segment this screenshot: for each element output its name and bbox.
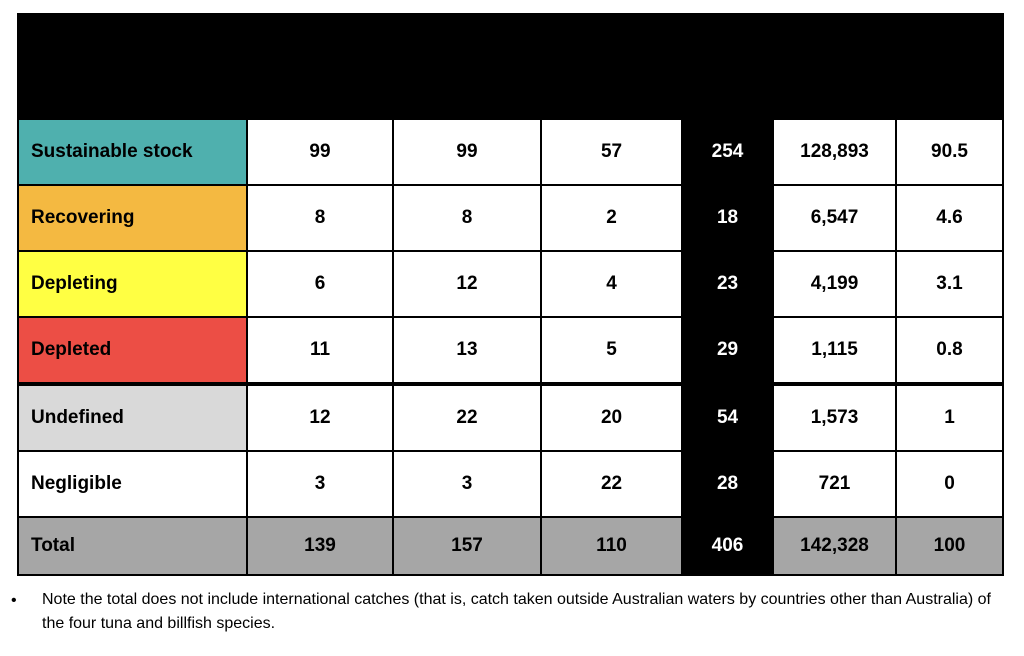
- header-biological-line2: stock: [295, 89, 345, 110]
- row-label-depleted: Depleted: [17, 316, 248, 385]
- cell-jurisdiction: 2: [539, 184, 684, 252]
- cell-jurisdiction: 110: [539, 516, 684, 576]
- cell-total: 54: [681, 382, 775, 452]
- cell-total: 18: [681, 184, 775, 252]
- cell-biological: 6: [246, 250, 394, 318]
- header-catch-unit: ('000 t): [772, 58, 898, 120]
- cell-management: 22: [392, 382, 542, 452]
- header-management-unit: Management unit: [392, 58, 542, 120]
- cell-total: 23: [681, 250, 775, 318]
- cell-management: 12: [392, 250, 542, 318]
- row-label-depleting: Depleting: [17, 250, 248, 318]
- header-total: Total: [681, 13, 775, 60]
- cell-pct: 3.1: [895, 250, 1005, 318]
- table-row: Depleted 11 13 5 29 1,115 0.8: [17, 316, 1005, 385]
- cell-total: 254: [681, 118, 775, 186]
- cell-pct: 100: [895, 516, 1005, 576]
- stock-status-table: Stock Number of stocks Total Catch % of …: [17, 13, 1005, 576]
- row-label-undefined: Undefined: [17, 382, 248, 452]
- header-management-line1: Management: [408, 67, 526, 89]
- cell-catch: 142,328: [772, 516, 898, 576]
- cell-catch: 1,573: [772, 382, 898, 452]
- cell-biological: 11: [246, 316, 394, 385]
- total-row: Total 139 157 110 406 142,328 100: [17, 516, 1005, 576]
- cell-jurisdiction: 57: [539, 118, 684, 186]
- row-label-recovering: Recovering: [17, 184, 248, 252]
- cell-jurisdiction: 22: [539, 450, 684, 518]
- row-label-total: Total: [17, 516, 248, 576]
- bullet-icon: •: [11, 592, 17, 609]
- cell-pct: 0.8: [895, 316, 1005, 385]
- cell-total: 28: [681, 450, 775, 518]
- cell-total: 29: [681, 316, 775, 385]
- cell-catch: 6,547: [772, 184, 898, 252]
- cell-jurisdiction: 4: [539, 250, 684, 318]
- row-label-negligible: Negligible: [17, 450, 248, 518]
- cell-catch: 721: [772, 450, 898, 518]
- header-jurisdiction: Jurisdiction: [539, 58, 684, 120]
- table-row: Depleting 6 12 4 23 4,199 3.1: [17, 250, 1005, 318]
- header-row-2: status Biological stock Management unit …: [17, 58, 1005, 120]
- cell-management: 99: [392, 118, 542, 186]
- cell-biological: 99: [246, 118, 394, 186]
- cell-catch: 1,115: [772, 316, 898, 385]
- cell-biological: 139: [246, 516, 394, 576]
- cell-catch: 128,893: [772, 118, 898, 186]
- table-row: Recovering 8 8 2 18 6,547 4.6: [17, 184, 1005, 252]
- cell-jurisdiction: 5: [539, 316, 684, 385]
- footnote-text: Note the total does not include internat…: [42, 591, 991, 632]
- cell-management: 157: [392, 516, 542, 576]
- cell-total: 406: [681, 516, 775, 576]
- cell-pct: 4.6: [895, 184, 1005, 252]
- table-row: Sustainable stock 99 99 57 254 128,893 9…: [17, 118, 1005, 186]
- header-stock-status: Stock: [17, 13, 248, 60]
- cell-pct: 1: [895, 382, 1005, 452]
- cell-management: 3: [392, 450, 542, 518]
- cell-management: 8: [392, 184, 542, 252]
- cell-catch: 4,199: [772, 250, 898, 318]
- header-stocks: stocks: [681, 58, 775, 120]
- header-species: species: [895, 58, 1005, 120]
- header-status: status: [17, 58, 248, 120]
- cell-biological: 3: [246, 450, 394, 518]
- header-catch: Catch: [772, 13, 898, 60]
- header-management-line2: unit: [449, 89, 485, 110]
- header-pct-catch: % of catch: [895, 13, 1005, 60]
- cell-management: 13: [392, 316, 542, 385]
- cell-biological: 12: [246, 382, 394, 452]
- cell-pct: 90.5: [895, 118, 1005, 186]
- header-biological-stock: Biological stock: [246, 58, 394, 120]
- header-biological-line1: Biological: [274, 67, 366, 89]
- cell-biological: 8: [246, 184, 394, 252]
- row-label-sustainable: Sustainable stock: [17, 118, 248, 186]
- table-row: Negligible 3 3 22 28 721 0: [17, 450, 1005, 518]
- header-number-of-stocks: Number of stocks: [245, 13, 684, 60]
- cell-jurisdiction: 20: [539, 382, 684, 452]
- table-row: Undefined 12 22 20 54 1,573 1: [17, 382, 1005, 452]
- cell-pct: 0: [895, 450, 1005, 518]
- header-row-1: Stock Number of stocks Total Catch % of …: [17, 13, 1005, 60]
